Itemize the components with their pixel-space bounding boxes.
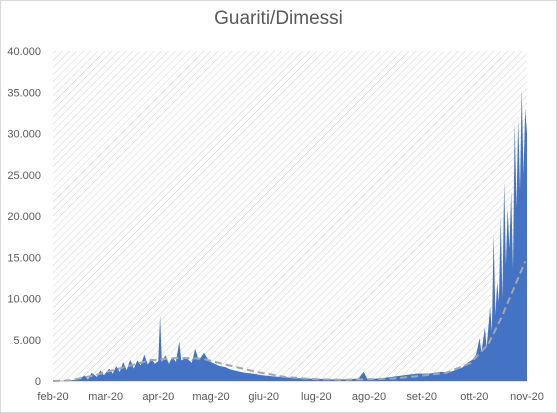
plot-area-background bbox=[53, 51, 527, 381]
y-tick-label: 0 bbox=[35, 376, 41, 388]
x-tick-label: mag-20 bbox=[192, 391, 229, 403]
trendline-series bbox=[52, 261, 527, 382]
area-series-guariti bbox=[53, 88, 527, 381]
chart-title: Guariti/Dimessi bbox=[214, 8, 343, 29]
x-tick-label: lug-20 bbox=[301, 391, 332, 403]
y-tick-label: 35.000 bbox=[7, 87, 41, 99]
x-tick-label: feb-20 bbox=[37, 391, 68, 403]
y-tick-label: 10.000 bbox=[7, 294, 41, 306]
x-tick-label: mar-20 bbox=[88, 391, 123, 403]
y-tick-label: 15.000 bbox=[7, 252, 41, 264]
x-tick-label: apr-20 bbox=[142, 391, 174, 403]
series-layer bbox=[52, 88, 527, 382]
y-tick-label: 25.000 bbox=[7, 170, 41, 182]
y-tick-label: 20.000 bbox=[7, 211, 41, 223]
x-tick-label: ago-20 bbox=[352, 391, 386, 403]
x-tick-label: nov-20 bbox=[510, 391, 544, 403]
x-tick-label: set-20 bbox=[406, 391, 437, 403]
x-tick-label: ott-20 bbox=[460, 391, 488, 403]
y-tick-label: 5.000 bbox=[13, 335, 41, 347]
y-tick-label: 30.000 bbox=[7, 129, 41, 141]
x-tick-label: giu-20 bbox=[248, 391, 279, 403]
y-axis: 0 5.000 10.000 15.000 20.000 25.000 30.000 35.0… bbox=[7, 46, 41, 388]
y-tick-label: 40.000 bbox=[7, 46, 41, 58]
x-axis: feb-20 mar-20 apr-20 mag-20 giu-20 lug-20 ago-… bbox=[37, 380, 544, 403]
